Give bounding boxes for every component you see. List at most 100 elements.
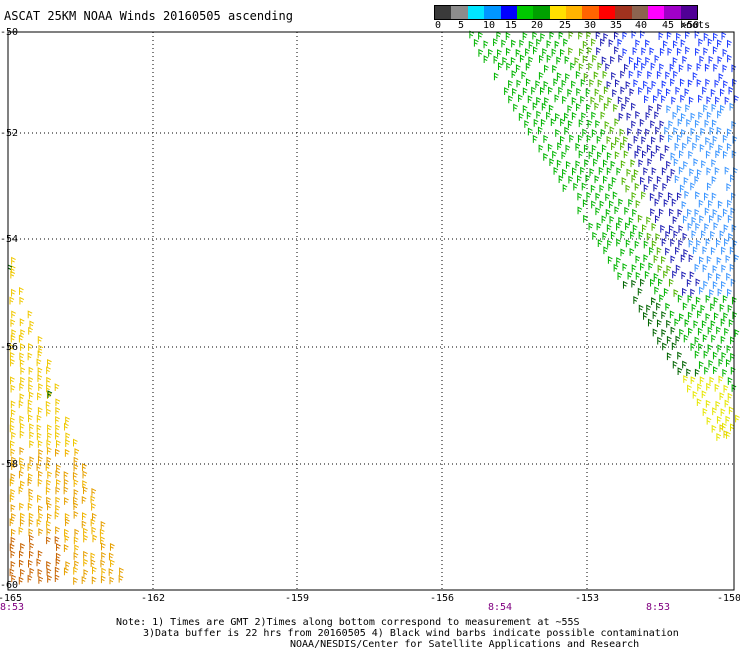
wind-barb [702,86,707,95]
wind-barb [9,478,15,487]
wind-barb [119,567,124,576]
wind-barb [702,334,708,343]
wind-barb [625,222,630,231]
wind-barb [726,128,732,137]
wind-barb [29,440,34,448]
wind-barb [702,246,708,255]
wind-barb [73,479,79,487]
wind-barb [631,279,637,288]
wind-barb [38,528,44,536]
wind-barb [46,366,51,375]
wind-barb [546,40,552,48]
wind-barb [564,112,569,121]
wind-barb [661,167,667,176]
wind-barb [698,199,704,208]
wind-barb [637,128,643,137]
wind-barb [668,225,674,233]
wind-barb [671,96,677,105]
wind-barb [81,520,87,529]
wind-barb [719,230,725,239]
wind-barb [648,105,654,113]
wind-barb [571,112,577,120]
wind-barb [687,294,693,303]
wind-barb [587,119,593,128]
wind-barb [651,136,656,145]
wind-barb [54,566,60,575]
wind-barb [678,239,684,248]
wind-barb [612,89,617,97]
wind-barb [46,520,51,529]
wind-barb [546,54,552,63]
wind-barb [37,406,43,415]
wind-barb [713,63,718,72]
lat-label-50: -50 [0,27,19,38]
wind-barb [591,200,596,209]
wind-barb [656,319,662,328]
wind-barb [709,142,715,151]
wind-barb [699,215,705,223]
wind-barb [600,128,606,137]
wind-barb [47,358,52,367]
wind-barb [544,64,549,73]
wind-barb [65,416,70,425]
wind-barb [699,55,705,64]
wind-barb [11,456,16,465]
wind-barb [632,208,637,217]
wind-barb [734,329,740,337]
wind-barb [722,64,728,73]
wind-barb [653,183,659,192]
wind-barb [634,150,640,159]
wind-barb [724,399,730,408]
wind-barb [564,126,570,135]
wind-barb [10,504,16,512]
wind-barb [687,136,692,144]
wind-barb [674,175,680,183]
wind-barbs-east-swath [469,30,740,441]
wind-barb [691,230,697,239]
wind-barb [643,167,649,176]
wind-barb [635,39,641,48]
wind-barb [682,360,687,369]
wind-barb [705,78,711,87]
wind-barb [683,160,688,169]
wind-barb [677,367,683,376]
wind-barb [720,335,726,344]
wind-barb [662,182,668,191]
wind-barb [10,488,16,497]
scale-label: >50 [680,20,700,31]
wind-barb [675,246,680,255]
wind-barb [667,47,673,56]
wind-barb [550,118,556,127]
wind-barb [690,288,696,297]
wind-barb [676,192,682,201]
wind-barb [92,566,97,575]
wind-barb [693,158,699,167]
wind-barb [588,62,593,71]
wind-barb [519,39,525,48]
wind-barb [711,119,717,128]
wind-barb [11,329,17,337]
wind-barb [714,167,720,175]
wind-barb [570,62,576,71]
wind-barb [632,47,638,55]
wind-barb [698,343,703,351]
wind-barb [699,286,704,295]
note-line-1: Note: 1) Times are GMT 2)Times along bot… [116,617,580,628]
wind-barb [63,544,69,552]
wind-barb [678,166,684,175]
wind-barb [540,33,546,41]
scale-swatch [500,6,517,19]
wind-barb [536,110,542,119]
wind-barb [38,512,44,521]
wind-barb [670,168,676,177]
wind-barb [622,263,628,271]
wind-barb [635,200,641,208]
wind-barb [618,54,623,63]
wind-barb [562,168,567,177]
wind-barb [38,383,43,391]
wind-barb [506,62,511,71]
wind-barb [661,80,667,89]
wind-barb [73,502,79,511]
wind-barb [565,144,571,153]
wind-barb [569,134,574,143]
